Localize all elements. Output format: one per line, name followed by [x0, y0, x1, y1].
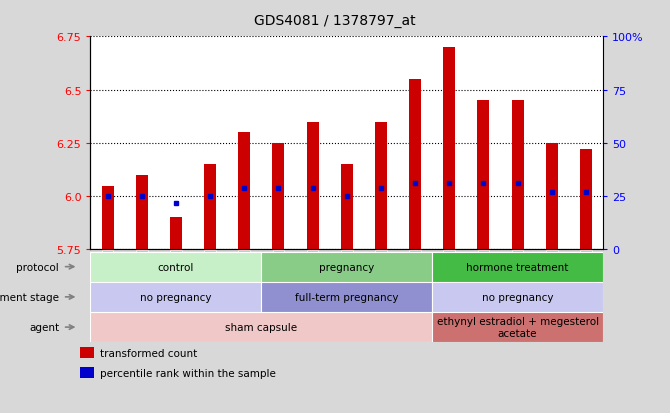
Text: full-term pregnancy: full-term pregnancy	[295, 292, 399, 302]
Text: agent: agent	[29, 322, 59, 332]
Text: no pregnancy: no pregnancy	[482, 292, 553, 302]
Bar	[204, 165, 216, 250]
Text: no pregnancy: no pregnancy	[140, 292, 212, 302]
Bar	[136, 176, 147, 250]
Bar	[261, 282, 432, 312]
Bar	[512, 101, 523, 250]
Bar	[478, 101, 489, 250]
Bar	[409, 80, 421, 250]
Text: transformed count: transformed count	[100, 348, 198, 358]
Bar	[444, 48, 455, 250]
Bar	[170, 218, 182, 250]
Bar	[102, 186, 113, 250]
Text: percentile rank within the sample: percentile rank within the sample	[100, 368, 276, 378]
Text: GDS4081 / 1378797_at: GDS4081 / 1378797_at	[254, 14, 416, 28]
Bar	[80, 347, 94, 358]
Text: development stage: development stage	[0, 292, 59, 302]
Bar	[261, 252, 432, 282]
Bar	[375, 122, 387, 250]
Bar	[239, 133, 250, 250]
Text: protocol: protocol	[17, 262, 59, 272]
Bar	[341, 165, 352, 250]
Bar	[90, 312, 432, 342]
Bar	[432, 282, 603, 312]
Text: ethynyl estradiol + megesterol
acetate: ethynyl estradiol + megesterol acetate	[437, 316, 598, 338]
Bar	[90, 252, 261, 282]
Text: control: control	[157, 262, 194, 272]
Bar	[432, 312, 603, 342]
Text: pregnancy: pregnancy	[319, 262, 375, 272]
Text: sham capsule: sham capsule	[225, 322, 297, 332]
Bar	[273, 144, 284, 250]
Bar	[80, 367, 94, 378]
Bar	[307, 122, 318, 250]
Bar	[580, 150, 592, 250]
Text: hormone treatment: hormone treatment	[466, 262, 569, 272]
Bar	[90, 282, 261, 312]
Bar	[546, 144, 557, 250]
Bar	[432, 252, 603, 282]
